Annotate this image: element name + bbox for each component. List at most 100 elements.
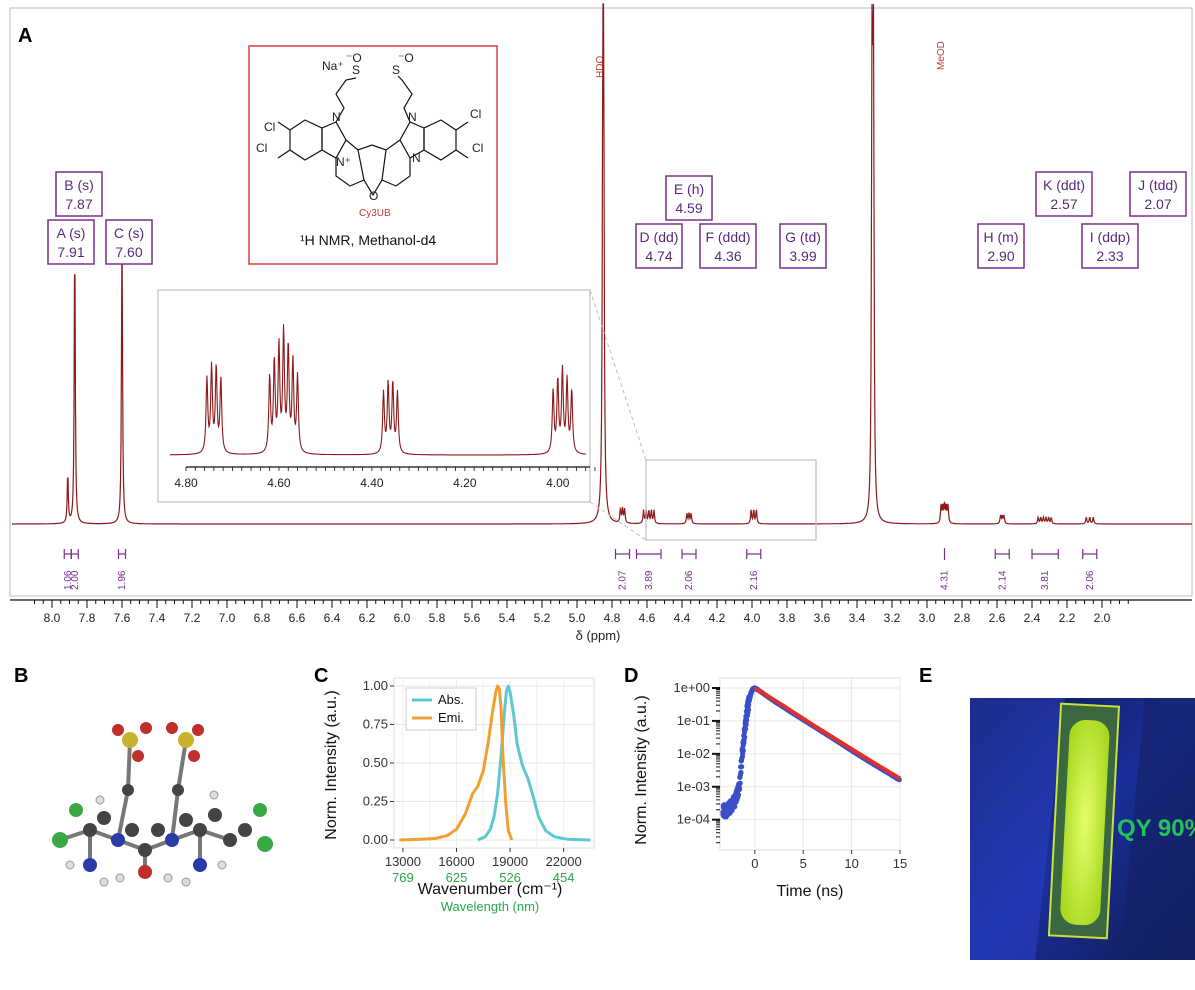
decay-point [739,764,745,770]
y-tick-label: 0.25 [363,794,388,809]
spectra-y-label: Norm. Intensity (a.u.) [323,690,340,839]
svg-text:A (s): A (s) [57,225,86,241]
panel-label-e: E [919,665,932,687]
nmr-x-tick-label: 4.2 [709,611,726,625]
svg-text:4.59: 4.59 [675,200,702,216]
x-tick-label: 13000 [385,854,421,869]
peak-labels: A (s) 7.91 B (s) 7.87 C (s) 7.60 D (dd) 4.74 E (… [47,171,1187,269]
series-emi-line [399,684,514,842]
nmr-x-tick-label: 6.6 [289,611,306,625]
spectra-y-axis: 0.00 0.25 0.50 0.75 1.00 [363,678,394,847]
structure-name: Cy3UB [359,208,391,219]
decay-point [742,734,748,740]
x-tick-label: 5 [800,856,807,871]
peak-label-c: C (s) 7.60 [105,219,153,265]
nmr-trace [12,3,1192,525]
svg-text:4.74: 4.74 [645,248,672,264]
nmr-x-tick-label: 5.6 [464,611,481,625]
inset-tick-label: 4.20 [453,476,477,490]
integral-value: 3.81 [1040,570,1051,590]
nmr-x-tick-label: 4.8 [604,611,621,625]
nmr-x-tick-label: 7.2 [184,611,201,625]
inset-tick-label: 4.60 [267,476,291,490]
o-label: O [369,189,378,203]
cl-label: Cl [256,141,267,155]
inset-trace [170,324,586,456]
y-tick-label: 1e-01 [677,713,710,728]
decay-point [743,726,749,732]
cl-label: Cl [472,141,483,155]
structure-caption: ¹H NMR, Methanol-d4 [300,232,436,248]
cuvette-photo-panel: E QY 90% [919,665,1195,960]
nmr-x-tick-label: 2.6 [989,611,1006,625]
svg-text:J (tdd): J (tdd) [1138,177,1178,193]
inset-tick-label: 4.00 [546,476,570,490]
integral-value: 2.00 [70,570,81,590]
nmr-x-tick-label: 3.4 [849,611,866,625]
nmr-x-tick-label: 4.6 [639,611,656,625]
svg-text:E (h): E (h) [674,181,704,197]
n-plus-label: N⁺ [336,155,351,169]
inset-axis: 4.80 4.60 4.40 4.20 4.00 [174,467,596,490]
x-tick-label: 19000 [492,854,528,869]
peak-label-f: F (ddd) 4.36 [699,223,757,269]
svg-text:7.60: 7.60 [115,244,142,260]
nmr-panel: A HDO MeOD Cl Cl Cl Cl [9,3,1193,643]
integral-value: 4.31 [940,570,951,590]
nmr-x-tick-label: 2.0 [1094,611,1111,625]
nmr-x-tick-label: 3.8 [779,611,796,625]
nmr-x-tick-label: 2.2 [1059,611,1076,625]
cl-label: Cl [470,107,481,121]
nmr-x-tick-label: 5.8 [429,611,446,625]
y-tick-label: 1e-04 [677,812,710,827]
x2-tick-label: 769 [392,870,414,885]
integral-value: 2.16 [749,570,760,590]
svg-text:4.36: 4.36 [714,248,741,264]
structure-box: Cl Cl Cl Cl N N⁺ N N O S S Na⁺ ⁻O ⁻O Cy3… [248,45,498,265]
decay-point [743,722,749,728]
panel-label-a: A [18,25,32,47]
spectra-lines [399,684,591,842]
spectra-panel: C 0.000.250.500.751.00 13000769160006251… [314,665,595,914]
solvent-label-meod: MeOD [936,41,947,70]
svg-text:2.90: 2.90 [987,248,1014,264]
svg-text:3.99: 3.99 [789,248,816,264]
decay-grid [720,678,901,850]
molecule-3d-panel: B [14,665,273,887]
nmr-x-tick-label: 6.4 [324,611,341,625]
spectra-x-label: Wavenumber (cm⁻¹) [418,881,563,898]
peak-label-i: I (ddp) 2.33 [1081,223,1139,269]
integral-value: 1.96 [117,570,128,590]
integral-value: 1.06 [63,570,74,590]
x2-tick-label: 454 [553,870,575,885]
anion-label: ⁻O [398,51,414,65]
integral-value: 2.06 [684,570,695,590]
nmr-x-tick-label: 7.8 [79,611,96,625]
decay-point [738,769,744,776]
peak-label-h: H (m) 2.90 [977,223,1025,269]
y-tick-label: 1.00 [363,678,388,693]
peak-label-a: A (s) 7.91 [47,219,95,265]
y-tick-label: 0.75 [363,717,388,732]
nmr-x-tick-label: 4.0 [744,611,761,625]
x-tick-label: 22000 [546,854,582,869]
solvent-label-hdo: HDO [595,56,606,78]
svg-text:H (m): H (m) [984,229,1019,245]
s-label: S [392,63,400,77]
svg-text:2.57: 2.57 [1050,196,1077,212]
nmr-x-tick-label: 2.4 [1024,611,1041,625]
cy3ub-structure-drawing [277,75,469,197]
nmr-spectrum [12,3,1192,525]
nmr-x-tick-label: 3.2 [884,611,901,625]
x-tick-label: 0 [751,856,758,871]
decay-point [745,707,752,713]
svg-text:C (s): C (s) [114,225,144,241]
integral-value: 2.07 [618,570,629,590]
panel-label-b: B [14,665,28,687]
x-tick-label: 16000 [438,854,474,869]
decay-y-label: Norm. Intensity (a.u.) [633,695,650,844]
nmr-x-tick-label: 3.0 [919,611,936,625]
nmr-x-tick-label: 8.0 [44,611,61,625]
nmr-x-tick-label: 5.2 [534,611,551,625]
